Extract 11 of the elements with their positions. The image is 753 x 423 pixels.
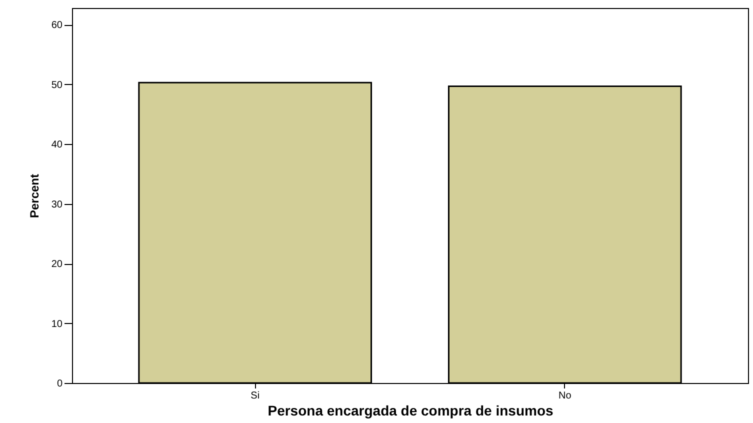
y-tick-label: 0 (56, 378, 63, 390)
y-tick-label: 40 (51, 140, 63, 151)
y-tick-label: 10 (51, 318, 63, 330)
x-tick-label: Si (250, 390, 260, 402)
y-tick-label: 50 (51, 80, 63, 91)
x-axis-title: Persona encargada de compra de insumos (268, 402, 554, 418)
x-tick-label: No (558, 390, 572, 402)
y-tick-label: 30 (51, 199, 63, 210)
y-tick-label: 60 (51, 20, 63, 32)
y-axis-title: Percent (27, 174, 42, 218)
y-tick-label: 20 (51, 259, 63, 270)
